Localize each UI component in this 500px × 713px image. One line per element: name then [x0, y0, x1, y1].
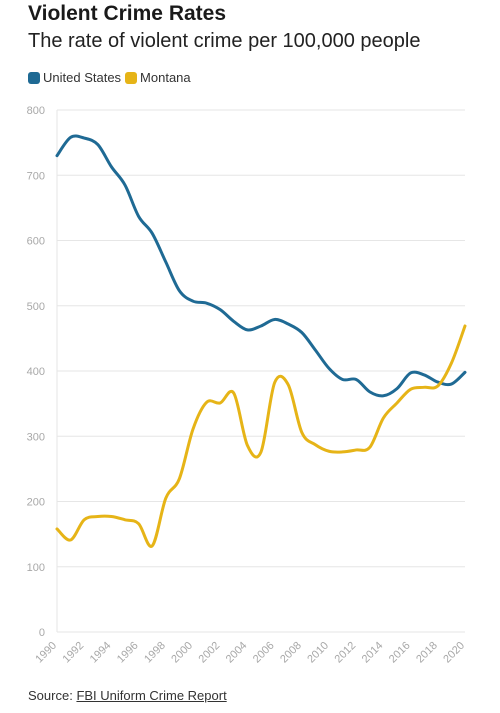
y-tick-label: 500 [27, 301, 45, 313]
y-tick-label: 0 [39, 627, 45, 639]
y-tick-label: 100 [27, 562, 45, 574]
chart-source: Source: FBI Uniform Crime Report [28, 688, 227, 703]
x-tick-label: 1996 [115, 640, 141, 666]
x-tick-label: 2004 [224, 640, 250, 666]
series-line-united-states [55, 134, 467, 398]
x-tick-label: 1998 [142, 640, 168, 666]
legend-swatch-montana [125, 71, 138, 84]
legend-item-united-states[interactable]: United States [28, 70, 121, 85]
chart-subtitle: The rate of violent crime per 100,000 pe… [28, 30, 421, 52]
legend-label-montana: Montana [140, 70, 191, 85]
source-link[interactable]: FBI Uniform Crime Report [76, 688, 227, 703]
x-tick-label: 2002 [197, 640, 223, 666]
x-tick-label: 1990 [33, 640, 59, 666]
y-tick-label: 700 [27, 170, 45, 182]
y-tick-label: 300 [27, 431, 45, 443]
x-tick-label: 2008 [278, 640, 304, 666]
y-tick-label: 600 [27, 236, 45, 248]
x-tick-label: 2012 [333, 640, 359, 666]
x-tick-label: 1994 [88, 640, 114, 666]
x-tick-label: 2016 [387, 640, 413, 666]
legend-swatch-united-states [28, 71, 40, 84]
source-label: Source: [28, 688, 73, 703]
x-tick-label: 2006 [251, 640, 277, 666]
y-tick-label: 800 [27, 105, 45, 117]
x-tick-label: 2018 [414, 640, 440, 666]
chart-title: Violent Crime Rates [28, 2, 227, 25]
x-tick-label: 2010 [305, 640, 331, 666]
legend-label-united-states: United States [43, 70, 122, 85]
x-tick-label: 2000 [169, 640, 195, 666]
x-tick-label: 1992 [61, 640, 87, 666]
series-line-montana [55, 324, 467, 548]
legend-item-montana[interactable]: Montana [125, 70, 191, 85]
x-tick-label: 2014 [360, 640, 386, 666]
chart-legend: United States Montana [28, 70, 195, 85]
y-tick-label: 200 [27, 497, 45, 509]
x-tick-label: 2020 [441, 640, 467, 666]
y-tick-label: 400 [27, 366, 45, 378]
